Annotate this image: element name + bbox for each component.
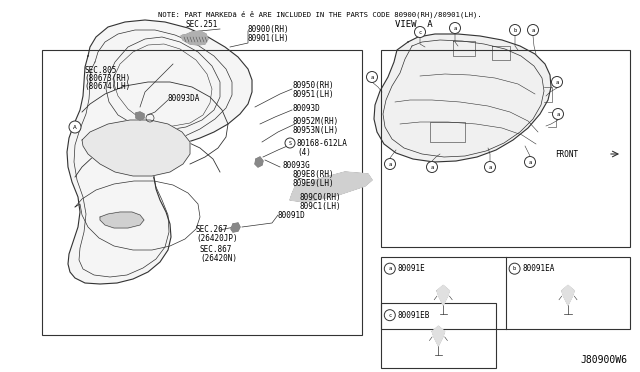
Text: a: a (388, 266, 392, 271)
Text: 80093G: 80093G (283, 160, 311, 170)
Circle shape (285, 138, 295, 148)
Bar (381, 303, 496, 368)
Circle shape (525, 157, 536, 167)
Text: a: a (371, 74, 374, 80)
Text: a: a (556, 112, 559, 116)
Text: a: a (529, 160, 532, 164)
Polygon shape (82, 120, 190, 176)
Bar (430, 122, 465, 142)
Text: b: b (513, 28, 516, 32)
Polygon shape (432, 326, 445, 346)
Text: a: a (556, 80, 559, 84)
Text: (80674(LH): (80674(LH) (84, 81, 131, 90)
Text: SEC.867: SEC.867 (200, 246, 232, 254)
Polygon shape (181, 31, 208, 45)
Circle shape (415, 26, 426, 38)
Text: J80900W6: J80900W6 (580, 355, 627, 365)
Circle shape (384, 263, 396, 274)
Text: a: a (453, 26, 456, 31)
Text: a: a (488, 164, 492, 170)
Circle shape (509, 263, 520, 274)
Text: 809C0(RH): 809C0(RH) (300, 192, 342, 202)
Circle shape (384, 310, 396, 321)
Text: a: a (531, 28, 534, 32)
Circle shape (367, 71, 378, 83)
Text: 80091EA: 80091EA (523, 264, 555, 273)
Text: (26420JP): (26420JP) (196, 234, 237, 243)
Circle shape (552, 77, 563, 87)
Text: b: b (513, 266, 516, 271)
Polygon shape (255, 157, 263, 167)
Text: 80093DA: 80093DA (168, 93, 200, 103)
Bar (42, 50, 362, 335)
Text: (26420N): (26420N) (200, 254, 237, 263)
Circle shape (527, 25, 538, 35)
Circle shape (509, 25, 520, 35)
Text: 80091D: 80091D (278, 211, 306, 219)
Text: 80093D: 80093D (293, 103, 321, 112)
Text: FRONT: FRONT (555, 150, 578, 158)
Text: c: c (388, 313, 392, 318)
Text: 80951(LH): 80951(LH) (293, 90, 335, 99)
Text: S: S (289, 141, 291, 145)
Text: a: a (388, 161, 392, 167)
Text: NOTE: PART MARKEDã é ê ARE INCLUDED IN THE PARTS CODE 80900(RH)/80901(LH).: NOTE: PART MARKEDã é ê ARE INCLUDED IN T… (158, 10, 482, 17)
Polygon shape (231, 223, 240, 232)
Text: 80168-612LA: 80168-612LA (297, 138, 348, 148)
Text: a: a (430, 164, 434, 170)
Circle shape (484, 161, 495, 173)
Circle shape (426, 161, 438, 173)
Text: 809E8(RH): 809E8(RH) (293, 170, 335, 179)
Text: SEC.267: SEC.267 (196, 224, 228, 234)
Text: SEC.805: SEC.805 (84, 65, 116, 74)
Text: 809E9(LH): 809E9(LH) (293, 179, 335, 187)
Text: 80091EB: 80091EB (398, 311, 430, 320)
Circle shape (69, 121, 81, 133)
Text: 80901(LH): 80901(LH) (247, 33, 289, 42)
Circle shape (552, 109, 563, 119)
Bar (381, 257, 630, 329)
Bar (381, 50, 630, 247)
Text: 80950(RH): 80950(RH) (293, 80, 335, 90)
Text: c: c (419, 29, 422, 35)
Polygon shape (562, 285, 574, 305)
Text: 80091E: 80091E (398, 264, 426, 273)
Text: 809C1(LH): 809C1(LH) (300, 202, 342, 211)
Text: VIEW  A: VIEW A (395, 19, 433, 29)
Text: 80953N(LH): 80953N(LH) (293, 125, 339, 135)
Text: (4): (4) (297, 148, 311, 157)
Polygon shape (437, 285, 449, 305)
Polygon shape (136, 112, 144, 120)
Polygon shape (290, 172, 372, 202)
Polygon shape (374, 34, 551, 162)
Polygon shape (67, 20, 252, 284)
Circle shape (385, 158, 396, 170)
Text: SEC.251: SEC.251 (185, 19, 218, 29)
Text: 80900(RH): 80900(RH) (247, 25, 289, 33)
Text: A: A (73, 125, 77, 129)
Text: 80952M(RH): 80952M(RH) (293, 116, 339, 125)
Polygon shape (100, 212, 144, 228)
Circle shape (449, 22, 461, 33)
Text: (80673(RH): (80673(RH) (84, 74, 131, 83)
